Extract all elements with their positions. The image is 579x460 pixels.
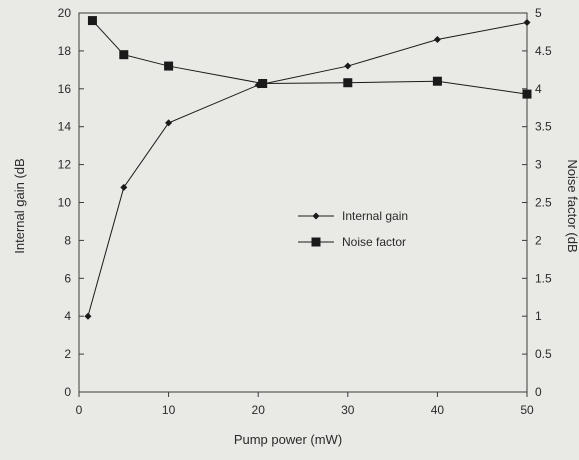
- series-line: [92, 20, 528, 95]
- y-left-tick-label: 2: [64, 347, 71, 361]
- y-left-tick-label: 20: [58, 6, 72, 20]
- series-internal-gain: [84, 18, 531, 320]
- y-left-tick-label: 8: [64, 233, 71, 247]
- y-left-tick-label: 6: [64, 271, 71, 285]
- y-right-tick-label: 1: [535, 309, 542, 323]
- x-tick-label: 40: [431, 403, 445, 417]
- y-left-tick-label: 0: [64, 385, 71, 399]
- legend-label: Noise factor: [342, 235, 406, 249]
- y-right-tick-label: 2.5: [535, 196, 552, 210]
- legend: Internal gain Noise factor: [298, 209, 408, 249]
- x-tick-label: 10: [162, 403, 176, 417]
- data-point: [522, 89, 532, 99]
- data-point: [344, 62, 352, 70]
- y-right-tick-label: 4.5: [535, 44, 552, 58]
- legend-marker: [311, 237, 321, 247]
- y-left-axis-title: Internal gain (dB: [12, 158, 27, 253]
- legend-entry: Noise factor: [298, 235, 406, 249]
- y-left-tick-label: 10: [58, 196, 72, 210]
- y-right-tick-label: 4: [535, 82, 542, 96]
- data-point: [119, 50, 129, 60]
- data-point: [258, 78, 268, 88]
- data-point: [165, 119, 173, 127]
- data-point: [84, 312, 92, 320]
- data-point: [433, 36, 441, 44]
- y-left-tick-label: 12: [58, 158, 72, 172]
- data-point: [343, 78, 353, 88]
- x-tick-label: 50: [520, 403, 534, 417]
- data-point: [523, 18, 531, 26]
- plot-frame: [78, 12, 528, 393]
- y-right-tick-label: 0: [535, 385, 542, 399]
- y-right-tick-label: 3: [535, 158, 542, 172]
- series-layer: [84, 16, 532, 320]
- legend-label: Internal gain: [342, 209, 408, 223]
- y-left-tick-label: 4: [64, 309, 71, 323]
- x-tick-label: 0: [76, 403, 83, 417]
- x-tick-label: 30: [341, 403, 355, 417]
- data-point: [432, 76, 442, 86]
- y-left-tick-label: 14: [58, 120, 72, 134]
- data-point: [164, 61, 174, 71]
- y-right-tick-label: 1.5: [535, 271, 552, 285]
- y-right-tick-label: 5: [535, 6, 542, 20]
- series-noise-factor: [87, 16, 532, 99]
- x-axis-title: Pump power (mW): [234, 432, 342, 447]
- legend-marker: [312, 212, 320, 220]
- y-right-tick-label: 3.5: [535, 120, 552, 134]
- series-line: [87, 21, 528, 317]
- data-point: [87, 16, 97, 26]
- y-right-tick-label: 2: [535, 233, 542, 247]
- y-right-tick-label: 0.5: [535, 347, 552, 361]
- x-tick-label: 20: [252, 403, 266, 417]
- legend-entry: Internal gain: [298, 209, 408, 223]
- y-left-tick-label: 16: [58, 82, 72, 96]
- data-point: [120, 183, 128, 191]
- y-left-tick-label: 18: [58, 44, 72, 58]
- y-right-axis-title: Noise factor (dB: [565, 159, 579, 252]
